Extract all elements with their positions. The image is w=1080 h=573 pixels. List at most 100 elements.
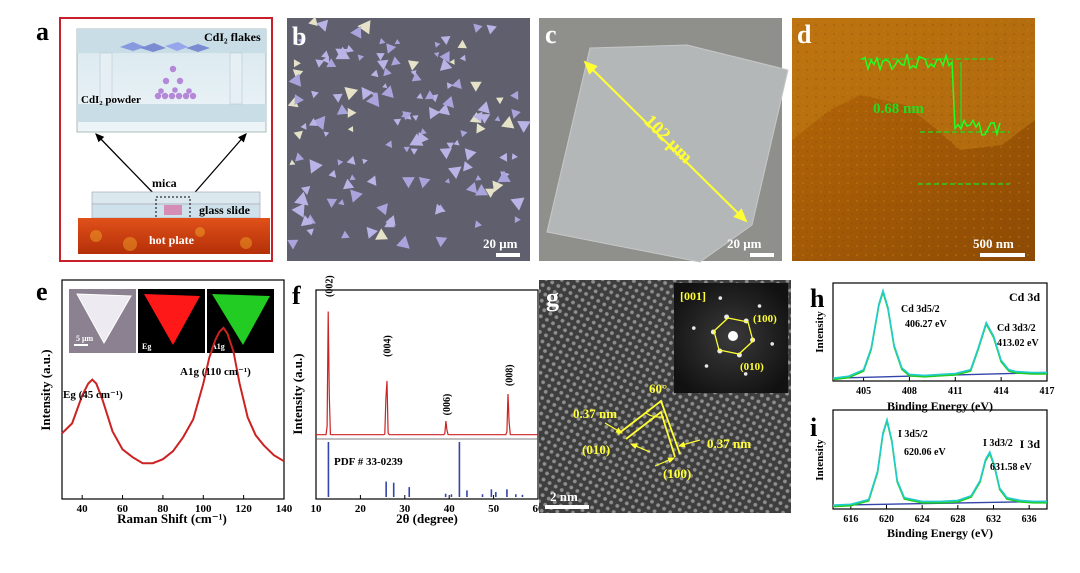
x-tick-label: 60 <box>117 503 129 515</box>
mica-top-plate <box>77 29 266 53</box>
peak1-label: Cd 3d5/2 <box>901 304 940 315</box>
peak-label: (006) <box>442 394 453 416</box>
flake-triangle <box>494 115 501 122</box>
x-tick-label: 10 <box>311 503 323 515</box>
x-tick-label: 40 <box>77 503 89 515</box>
flake-triangle <box>394 39 401 45</box>
saed-spot <box>704 364 709 368</box>
panel-a: CdI₂ flakes CdI₂ powder mica glass slide… <box>59 17 273 262</box>
flake-triangle <box>448 166 462 179</box>
flake-triangle <box>459 54 466 62</box>
flake-triangle <box>376 203 388 216</box>
x-tick-label: 632 <box>986 514 1001 525</box>
panel-letter-g: g <box>546 283 559 312</box>
glass-slide-label: glass slide <box>199 203 251 217</box>
panel-letter-a: a <box>36 17 49 46</box>
flake-triangle <box>323 131 330 137</box>
flake-triangle <box>466 182 478 194</box>
flake-triangle <box>435 236 448 248</box>
flake-triangle <box>297 38 303 44</box>
flake-triangle <box>501 116 515 129</box>
flake-triangle <box>370 69 379 78</box>
flake-triangle <box>476 123 486 134</box>
saed-spot <box>770 342 774 346</box>
flake-triangle <box>366 226 378 239</box>
flake-triangle <box>451 78 462 89</box>
flake-triangle <box>321 50 330 59</box>
flake-triangle <box>357 20 371 35</box>
cdi2-flakes-label: CdI₂ flakes <box>204 30 261 44</box>
panel-letter-e: e <box>36 277 48 306</box>
flake-triangle <box>410 70 417 76</box>
flake-triangle <box>412 115 419 121</box>
flake-triangle <box>453 139 460 146</box>
flake-triangle <box>433 52 440 58</box>
panel-c: 102 μm 20 μm <box>539 18 789 263</box>
flake-triangle <box>517 121 531 133</box>
x-tick-label: 411 <box>948 386 962 397</box>
flake-triangle <box>439 148 452 160</box>
flake-triangle <box>366 92 380 108</box>
flake-triangle <box>336 104 349 115</box>
flake-triangle <box>294 94 304 105</box>
y-axis-label: Intensity <box>814 311 826 353</box>
flake-triangle <box>492 180 504 193</box>
flake-triangle <box>344 87 359 101</box>
flake-triangle <box>345 44 354 53</box>
cdi2-flakes-icon <box>120 42 210 52</box>
panel-b: 20 μm <box>287 16 531 261</box>
inset-scale-label: 5 μm <box>76 334 94 343</box>
panel-letter-b: b <box>292 22 306 51</box>
x-axis-label: Binding Energy (eV) <box>887 399 993 413</box>
flake-triangle <box>474 220 482 228</box>
flake-triangle <box>457 39 467 49</box>
flake-triangle <box>361 87 374 100</box>
plane-left-label: (010) <box>582 442 610 457</box>
x-tick-label: 50 <box>488 503 500 515</box>
flake-triangle <box>346 155 356 165</box>
flake-triangle <box>402 177 415 189</box>
saed-spot <box>757 304 762 308</box>
x-tick-label: 80 <box>157 503 169 515</box>
flake-triangle <box>308 16 318 26</box>
flake-triangle <box>350 26 362 39</box>
x-tick-label: 140 <box>276 503 293 515</box>
flake-triangles <box>287 16 531 250</box>
x-tick-label: 30 <box>399 503 411 515</box>
flake-triangle <box>377 59 389 71</box>
a1g-peak-label: A1g (110 cm⁻¹) <box>180 366 251 378</box>
flake-triangle <box>464 148 477 161</box>
flake-triangle <box>402 111 412 121</box>
scale-bar <box>750 253 774 257</box>
panel-i: 616 620 624 628 632 636 I 3d I 3d5/2 620.06 e… <box>814 409 1048 540</box>
panel-e: 5 μm Eg A1g 40 60 80 100 120 140 Eg (45 cm⁻¹)… <box>38 279 293 526</box>
flake-triangle <box>442 96 454 108</box>
peak-label: (002) <box>324 275 335 297</box>
scale-label: 20 μm <box>727 236 762 251</box>
xrd-series <box>316 311 538 436</box>
flake-triangle <box>316 19 329 32</box>
reference-lines <box>327 442 524 497</box>
flake-triangle <box>403 146 410 153</box>
flake-triangle <box>463 161 473 172</box>
flake-triangle <box>470 81 482 92</box>
saed-spot <box>718 296 723 300</box>
x-tick-label: 616 <box>843 514 858 525</box>
flake-triangle <box>486 24 497 35</box>
spot-100-label: (100) <box>753 313 777 325</box>
flake-triangle <box>287 97 299 108</box>
flake-triangle <box>287 239 299 250</box>
x-tick-label: 60 <box>533 503 545 515</box>
x-tick-label: 628 <box>950 514 965 525</box>
glass-bottom-plate <box>77 104 266 122</box>
panel-letter-i: i <box>810 413 817 442</box>
height-label: 0.68 nm <box>873 101 924 117</box>
flake-triangle <box>308 118 318 126</box>
flake-triangle <box>391 56 401 66</box>
panel-letter-f: f <box>292 281 301 310</box>
flake-triangle <box>475 184 489 196</box>
flake-triangle <box>444 178 450 184</box>
x-tick-label: 624 <box>915 514 930 525</box>
flake-triangle <box>425 90 436 100</box>
